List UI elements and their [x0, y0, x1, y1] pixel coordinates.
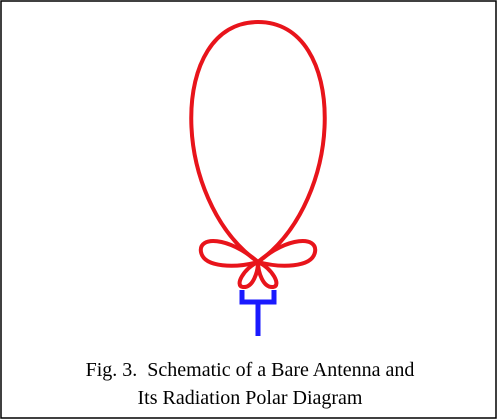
- back-lobe-left: [237, 260, 260, 289]
- back-lobe-right: [256, 260, 279, 289]
- caption-line: Its Radiation Polar Diagram: [138, 387, 363, 409]
- radiation-pattern: [189, 20, 327, 289]
- antenna: [239, 290, 277, 336]
- main-lobe: [189, 20, 327, 264]
- side-lobe-left: [198, 239, 260, 268]
- side-lobe-right: [256, 239, 318, 268]
- caption-line: Fig. 3. Schematic of a Bare Antenna and: [86, 359, 415, 381]
